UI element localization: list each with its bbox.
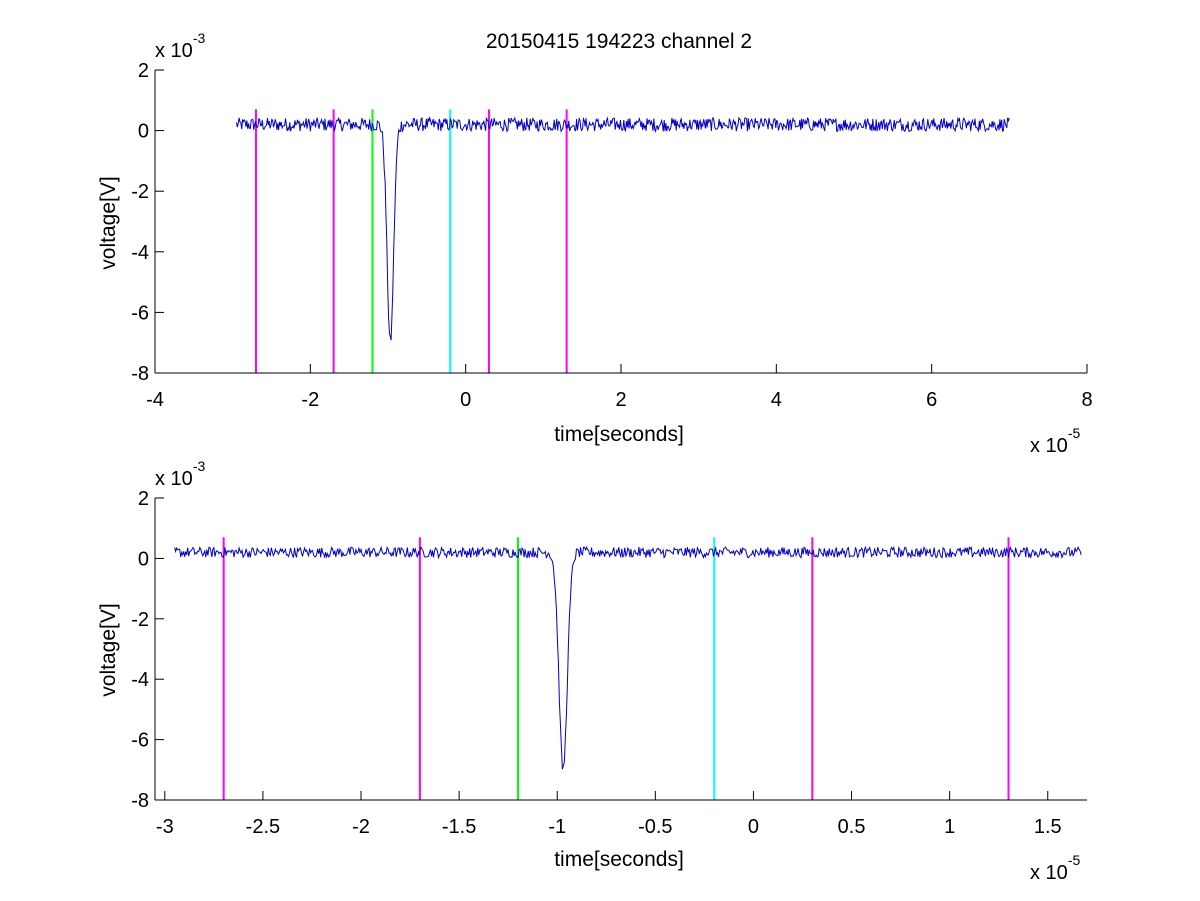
bottom-y-tick-label: 2 [138, 488, 149, 510]
top-y-tick-label: -4 [131, 242, 149, 264]
bottom-x-tick-label: -1 [548, 816, 566, 838]
bottom-x-tick-label: -0.5 [638, 816, 672, 838]
top-axes [154, 70, 1087, 374]
bottom-axes [154, 498, 1087, 801]
bottom-x-tick-label: -1.5 [442, 816, 476, 838]
bottom-x-tick-label: -3 [156, 816, 174, 838]
top-x-tick-label: 4 [771, 389, 782, 411]
bottom-panel: -3 -2.5 -2 -1.5 -1 -0.5 0 0.5 1 1.5 2 0 -2 -4 -6 -8 ti… [97, 458, 1087, 884]
top-x-tick-label: 0 [460, 389, 471, 411]
bottom-x-tick-label: -2 [352, 816, 370, 838]
bottom-y-tick-label: 0 [138, 548, 149, 570]
top-y-axis-label: voltage[V] [97, 176, 120, 269]
bottom-x-tick-label: -2.5 [246, 816, 280, 838]
bottom-x-ticks: -3 -2.5 -2 -1.5 -1 -0.5 0 0.5 1 1.5 [156, 791, 1062, 838]
top-signal-trace [236, 115, 1010, 341]
bottom-x-tick-label: 0.5 [838, 816, 866, 838]
top-panel: -4 -2 0 2 4 6 8 2 0 -2 -4 -6 -8 time[seconds] volta… [97, 30, 1093, 457]
top-y-multiplier: x 10-3 [155, 30, 205, 62]
bottom-y-tick-label: -8 [131, 790, 149, 812]
bottom-x-multiplier: x 10-5 [1030, 852, 1080, 884]
top-x-tick-label: -2 [301, 389, 319, 411]
top-event-markers [254, 109, 568, 373]
bottom-y-tick-label: -2 [131, 609, 149, 631]
bottom-x-tick-label: 1.5 [1034, 816, 1062, 838]
bottom-y-ticks: 2 0 -2 -4 -6 -8 [131, 488, 164, 812]
bottom-event-markers [222, 537, 1010, 800]
top-x-tick-label: 6 [926, 389, 937, 411]
top-x-tick-label: 2 [615, 389, 626, 411]
top-x-ticks: -4 -2 0 2 4 6 8 [146, 364, 1093, 411]
top-y-tick-label: 0 [138, 121, 149, 143]
bottom-y-multiplier: x 10-3 [155, 458, 205, 490]
bottom-signal-trace [174, 545, 1082, 770]
chart-title: 20150415 194223 channel 2 [486, 30, 752, 53]
top-x-tick-label: 8 [1081, 389, 1092, 411]
top-y-tick-label: -2 [131, 181, 149, 203]
top-y-tick-label: 2 [138, 60, 149, 82]
top-x-axis-label: time[seconds] [554, 423, 684, 446]
top-x-tick-label: -4 [146, 389, 164, 411]
bottom-x-tick-label: 0 [748, 816, 759, 838]
bottom-x-tick-label: 1 [944, 816, 955, 838]
bottom-y-axis-label: voltage[V] [97, 603, 120, 696]
bottom-y-tick-label: -6 [131, 730, 149, 752]
top-x-multiplier: x 10-5 [1030, 425, 1080, 457]
top-y-tick-label: -8 [131, 363, 149, 385]
top-y-ticks: 2 0 -2 -4 -6 -8 [131, 60, 164, 385]
bottom-x-axis-label: time[seconds] [554, 848, 684, 871]
top-y-tick-label: -6 [131, 302, 149, 324]
bottom-y-tick-label: -4 [131, 669, 149, 691]
